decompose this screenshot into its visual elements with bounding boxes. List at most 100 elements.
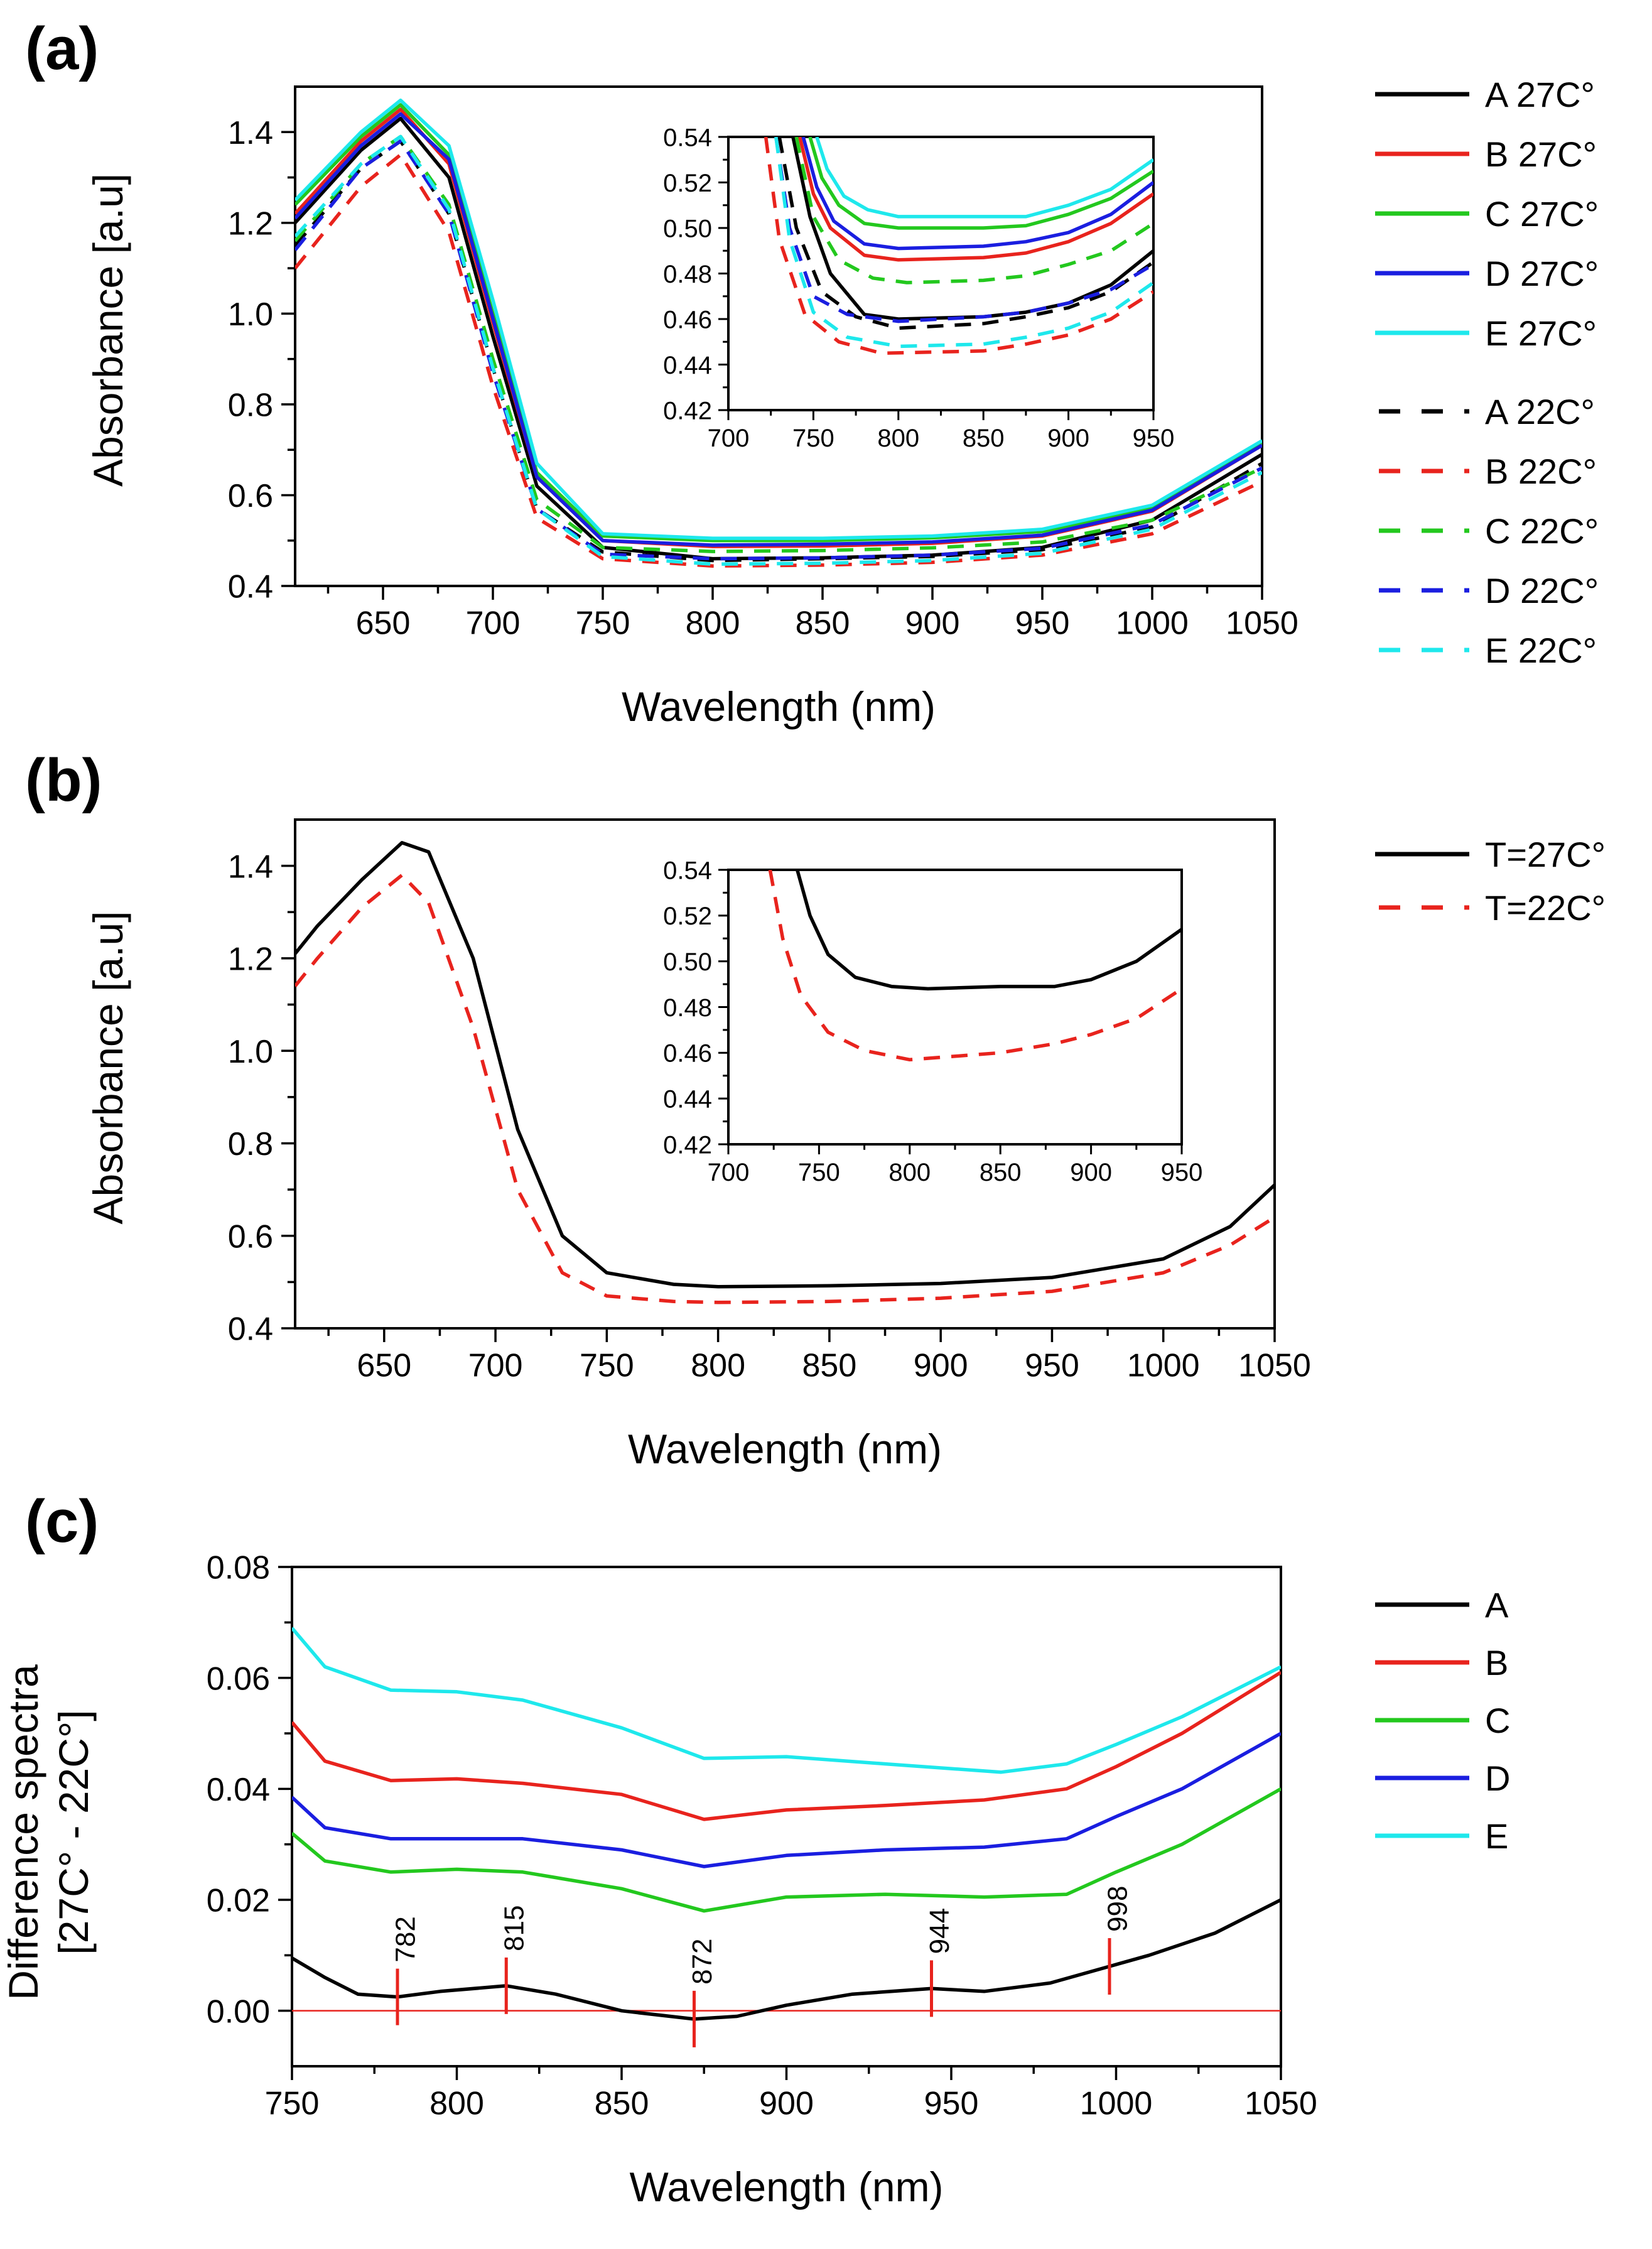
legend-label: B 22C°: [1485, 452, 1597, 491]
inset-y-tick-label: 0.48: [663, 261, 712, 288]
series-line-e-22c-: [295, 134, 1262, 566]
y-tick-label: 1.4: [228, 848, 273, 885]
x-tick-label: 950: [1025, 1348, 1079, 1384]
y-tick-label: 1.2: [228, 941, 273, 978]
legend-label: T=22C°: [1485, 888, 1606, 928]
legend-label: C 22C°: [1485, 511, 1599, 551]
inset-y-tick-label: 0.48: [663, 994, 712, 1022]
x-tick-label: 900: [759, 2086, 814, 2122]
x-axis-title: Wavelength (nm): [629, 2164, 943, 2210]
inset-y-tick-label: 0.44: [663, 1086, 712, 1114]
x-tick-label: 1050: [1244, 2086, 1317, 2122]
inset-x-tick-label: 750: [792, 425, 834, 452]
x-tick-label: 700: [468, 1348, 523, 1384]
x-tick-label: 650: [357, 1348, 411, 1384]
y-axis-title: Absorbance [a.u]: [85, 911, 131, 1225]
legend-label: C: [1485, 1701, 1510, 1740]
inset-y-tick-label: 0.46: [663, 306, 712, 333]
inset-y-tick-label: 0.50: [663, 948, 712, 976]
inset-series-group: [764, 137, 1153, 355]
inset-x-tick-label: 700: [708, 1159, 750, 1186]
y-tick-label: 1.0: [228, 1034, 273, 1070]
inset-x-tick-label: 700: [708, 425, 750, 452]
y-axis-title-units: [27C° - 22C°]: [50, 1710, 97, 1954]
peak-label: 872: [687, 1938, 718, 1984]
x-tick-label: 700: [466, 605, 521, 642]
y-tick-label: 0.4: [228, 569, 273, 605]
inset-series-line-c-27c-: [808, 137, 1153, 230]
inset-background: [728, 870, 1182, 1144]
series-line-b-22c-: [295, 153, 1262, 568]
x-tick-label: 1050: [1226, 605, 1298, 642]
peak-label: 815: [499, 1905, 530, 1951]
inset-series-line-d-27c-: [801, 137, 1153, 251]
series-line-d-22c-: [295, 139, 1262, 561]
legend-label: C 27C°: [1485, 194, 1599, 234]
y-tick-label: 0.8: [228, 387, 273, 424]
x-tick-label: 1000: [1116, 605, 1189, 642]
x-tick-label: 800: [691, 1348, 745, 1384]
legend-label: B: [1485, 1643, 1508, 1683]
frame: [294, 85, 1263, 587]
legend-label: A 27C°: [1485, 75, 1595, 114]
y-tick-label: 0.4: [228, 1311, 273, 1348]
inset-x-tick-label: 800: [877, 425, 919, 452]
y-tick-label: 1.2: [228, 206, 273, 242]
y-tick-label: 1.0: [228, 296, 273, 333]
y-axis-title: Absorbance [a.u]: [85, 173, 131, 487]
x-tick-label: 800: [686, 605, 740, 642]
x-tick-label: 850: [796, 605, 850, 642]
panel-c: (c) 750 800 850 900 950 1000 1050 0.00 0.02 0.04 0.…: [0, 1488, 1510, 2210]
y-tick-label: 1.4: [228, 115, 273, 151]
inset-x-tick-label: 850: [963, 425, 1005, 452]
series-line-b: [292, 1671, 1281, 1821]
inset-y-tick-label: 0.52: [663, 902, 712, 930]
x-tick-label: 750: [580, 1348, 634, 1384]
inset-series-line-a-27c-: [791, 137, 1153, 321]
inset-series-line-t-27c-: [796, 870, 1182, 991]
legend-label: E: [1485, 1816, 1508, 1856]
y-tick-label: 0.08: [207, 1550, 270, 1586]
inset-series-line-e-27c-: [815, 137, 1153, 219]
y-tick-label: 0.02: [207, 1883, 270, 1919]
x-tick-label: 900: [905, 605, 960, 642]
inset-series-group: [768, 870, 1182, 1062]
legend-label: E 27C°: [1485, 313, 1597, 353]
series-line-t-27c-: [295, 841, 1275, 1289]
inset-series-line-e-22c-: [774, 137, 1153, 349]
inset-series-line-b-22c-: [764, 137, 1153, 355]
series-line-c: [292, 1787, 1281, 1913]
legend-label: A: [1485, 1585, 1509, 1625]
x-tick-label: 650: [356, 605, 411, 642]
inset-y-tick-label: 0.44: [663, 352, 712, 379]
inset-series-line-b-27c-: [798, 137, 1153, 262]
x-tick-label: 950: [924, 2086, 979, 2122]
legend-label: B 27C°: [1485, 134, 1597, 174]
y-tick-label: 0.04: [207, 1772, 270, 1808]
x-tick-label: 750: [576, 605, 630, 642]
series-group: [295, 98, 1262, 568]
peak-label: 998: [1102, 1886, 1133, 1932]
legend-label: D 27C°: [1485, 254, 1599, 293]
x-tick-label: 850: [802, 1348, 857, 1384]
y-tick-label: 0.8: [228, 1126, 273, 1162]
peak-label: 782: [390, 1916, 421, 1962]
inset-x-tick-label: 950: [1133, 425, 1175, 452]
panel-b: (b) 650 700 750 800 850 900 950 1000 1050 0.4 0.6 0.…: [25, 747, 1606, 1472]
inset-x-tick-label: 750: [798, 1159, 840, 1186]
peak-label: 944: [924, 1908, 955, 1954]
x-tick-label: 850: [595, 2086, 649, 2122]
inset-x-tick-label: 800: [888, 1159, 931, 1186]
inset-x-tick-label: 900: [1047, 425, 1089, 452]
legend-label: A 22C°: [1485, 392, 1595, 431]
panel-label: (c): [25, 1488, 99, 1555]
inset-y-tick-label: 0.54: [663, 857, 712, 884]
inset-x-tick-label: 850: [980, 1159, 1022, 1186]
series-line-d: [292, 1731, 1281, 1868]
y-tick-label: 0.6: [228, 478, 273, 514]
x-axis-title: Wavelength (nm): [622, 683, 936, 730]
x-tick-label: 1050: [1238, 1348, 1311, 1384]
inset-y-tick-label: 0.42: [663, 397, 712, 425]
y-tick-label: 0.06: [207, 1661, 270, 1697]
